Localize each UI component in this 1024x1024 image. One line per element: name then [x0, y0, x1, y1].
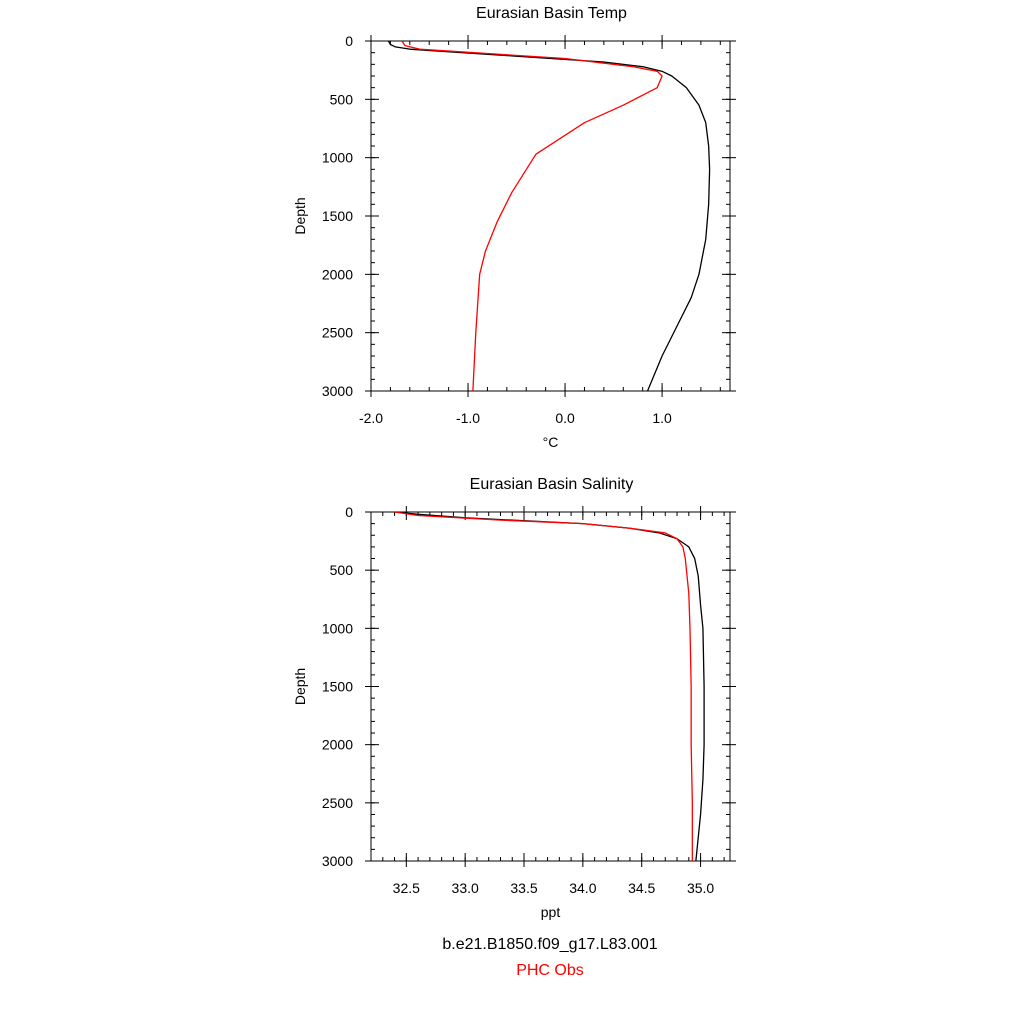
- salinity-y-tick-label: 3000: [322, 853, 353, 869]
- temp-x-axis-label: °C: [543, 434, 559, 450]
- temp-title: Eurasian Basin Temp: [476, 5, 627, 22]
- temp-x-tick-label: -1.0: [456, 410, 480, 426]
- salinity-x-tick-label: 34.0: [569, 880, 596, 896]
- temp-x-tick-label: -2.0: [359, 410, 383, 426]
- temp-y-tick-label: 500: [330, 91, 354, 107]
- salinity-x-tick-label: 34.5: [628, 880, 655, 896]
- salinity-frame: [370, 511, 731, 862]
- salinity-title: Eurasian Basin Salinity: [470, 476, 634, 493]
- temp-y-tick-label: 2000: [322, 266, 353, 282]
- salinity-y-tick-label: 1500: [322, 679, 353, 695]
- temp-panel: -2.0 -1.0 0.0 1.0 0 500 1000 1500 2000 2500 3000 Eu…: [292, 5, 736, 450]
- salinity-x-tick-label: 33.0: [452, 880, 479, 896]
- temp-y-tick-label: 1000: [322, 150, 353, 166]
- salinity-x-axis-label: ppt: [541, 904, 561, 920]
- temp-series-obs-line: [401, 41, 663, 391]
- temp-y-tick-label: 1500: [322, 208, 353, 224]
- salinity-y-axis-label: Depth: [292, 668, 308, 705]
- salinity-x-tick-label: 33.5: [510, 880, 537, 896]
- salinity-panel: 32.5 33.0 33.5 34.0 34.5 35.0 0 500 1000 1500 2000…: [292, 476, 736, 920]
- temp-y-tick-label: 2500: [322, 325, 353, 341]
- salinity-y-tick-label: 500: [330, 562, 354, 578]
- salinity-series-model-line: [394, 512, 705, 861]
- temp-x-tick-label: 0.0: [555, 410, 575, 426]
- temp-y-axis-label: Depth: [292, 197, 308, 234]
- salinity-series-obs-line: [394, 512, 693, 861]
- temp-y-tick-label: 0: [345, 33, 353, 49]
- salinity-y-tick-label: 0: [345, 504, 353, 520]
- salinity-x-tick-label: 35.0: [687, 880, 714, 896]
- legend-obs-label: PHC Obs: [516, 962, 584, 979]
- salinity-y-tick-label: 2500: [322, 795, 353, 811]
- temp-frame: [370, 40, 731, 392]
- temp-series-model-line: [387, 41, 711, 391]
- temp-y-tick-label: 3000: [322, 383, 353, 399]
- salinity-y-tick-label: 1000: [322, 620, 353, 636]
- salinity-x-tick-label: 32.5: [393, 880, 420, 896]
- legend-model-label: b.e21.B1850.f09_g17.L83.001: [442, 936, 658, 953]
- salinity-y-tick-label: 2000: [322, 737, 353, 753]
- temp-x-tick-label: 1.0: [652, 410, 672, 426]
